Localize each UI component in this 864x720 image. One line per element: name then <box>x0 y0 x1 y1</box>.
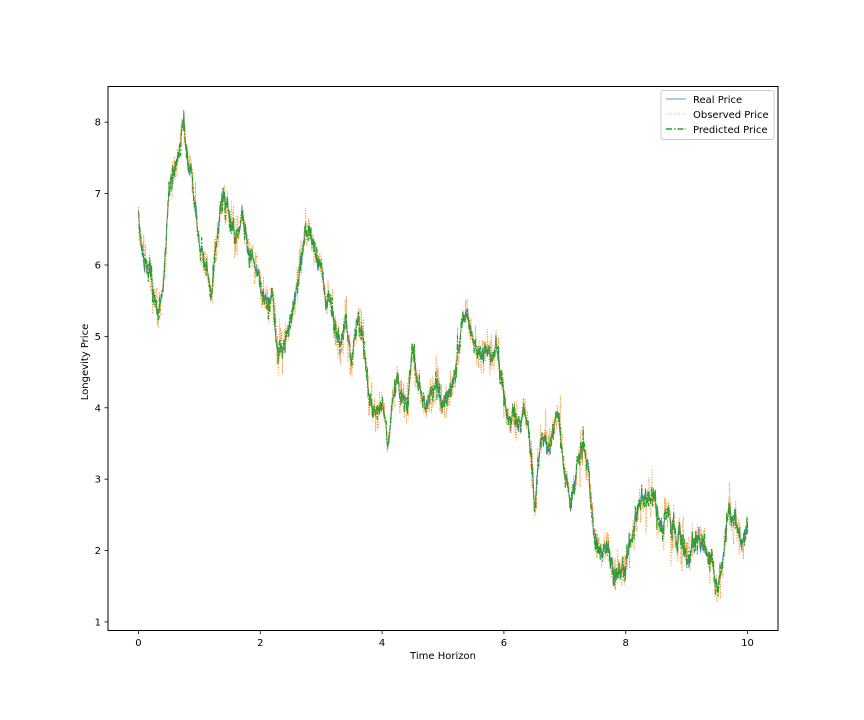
x-tick-label: 8 <box>623 638 629 649</box>
y-tick-label: 1 <box>95 617 101 628</box>
plot-area-frame <box>107 86 779 631</box>
y-tick-label: 7 <box>95 189 101 200</box>
y-tick-label: 8 <box>95 118 101 129</box>
x-tick-label: 6 <box>501 638 507 649</box>
x-axis-label: Time Horizon <box>409 651 476 662</box>
y-axis: 1 2 3 4 5 6 7 8 <box>95 118 108 628</box>
legend: Real Price Observed Price Predicted Pric… <box>660 90 775 140</box>
y-tick-label: 3 <box>95 475 101 486</box>
y-axis-label: Longevity Price <box>80 324 91 400</box>
y-tick-label: 2 <box>95 546 101 557</box>
x-tick-label: 2 <box>257 638 263 649</box>
series-line-predicted-price <box>137 112 749 596</box>
legend-label-observed-price: Observed Price <box>693 110 769 121</box>
x-tick-label: 10 <box>741 638 754 649</box>
legend-label-predicted-price: Predicted Price <box>693 125 768 136</box>
y-tick-label: 5 <box>95 332 101 343</box>
y-tick-label: 6 <box>95 260 101 271</box>
x-axis: 0 2 4 6 8 10 <box>135 630 754 649</box>
legend-label-real-price: Real Price <box>693 95 742 106</box>
x-tick-label: 4 <box>379 638 385 649</box>
legend-box <box>660 90 775 140</box>
y-tick-label: 4 <box>95 403 101 414</box>
x-tick-label: 0 <box>135 638 141 649</box>
data-layer <box>137 109 749 603</box>
